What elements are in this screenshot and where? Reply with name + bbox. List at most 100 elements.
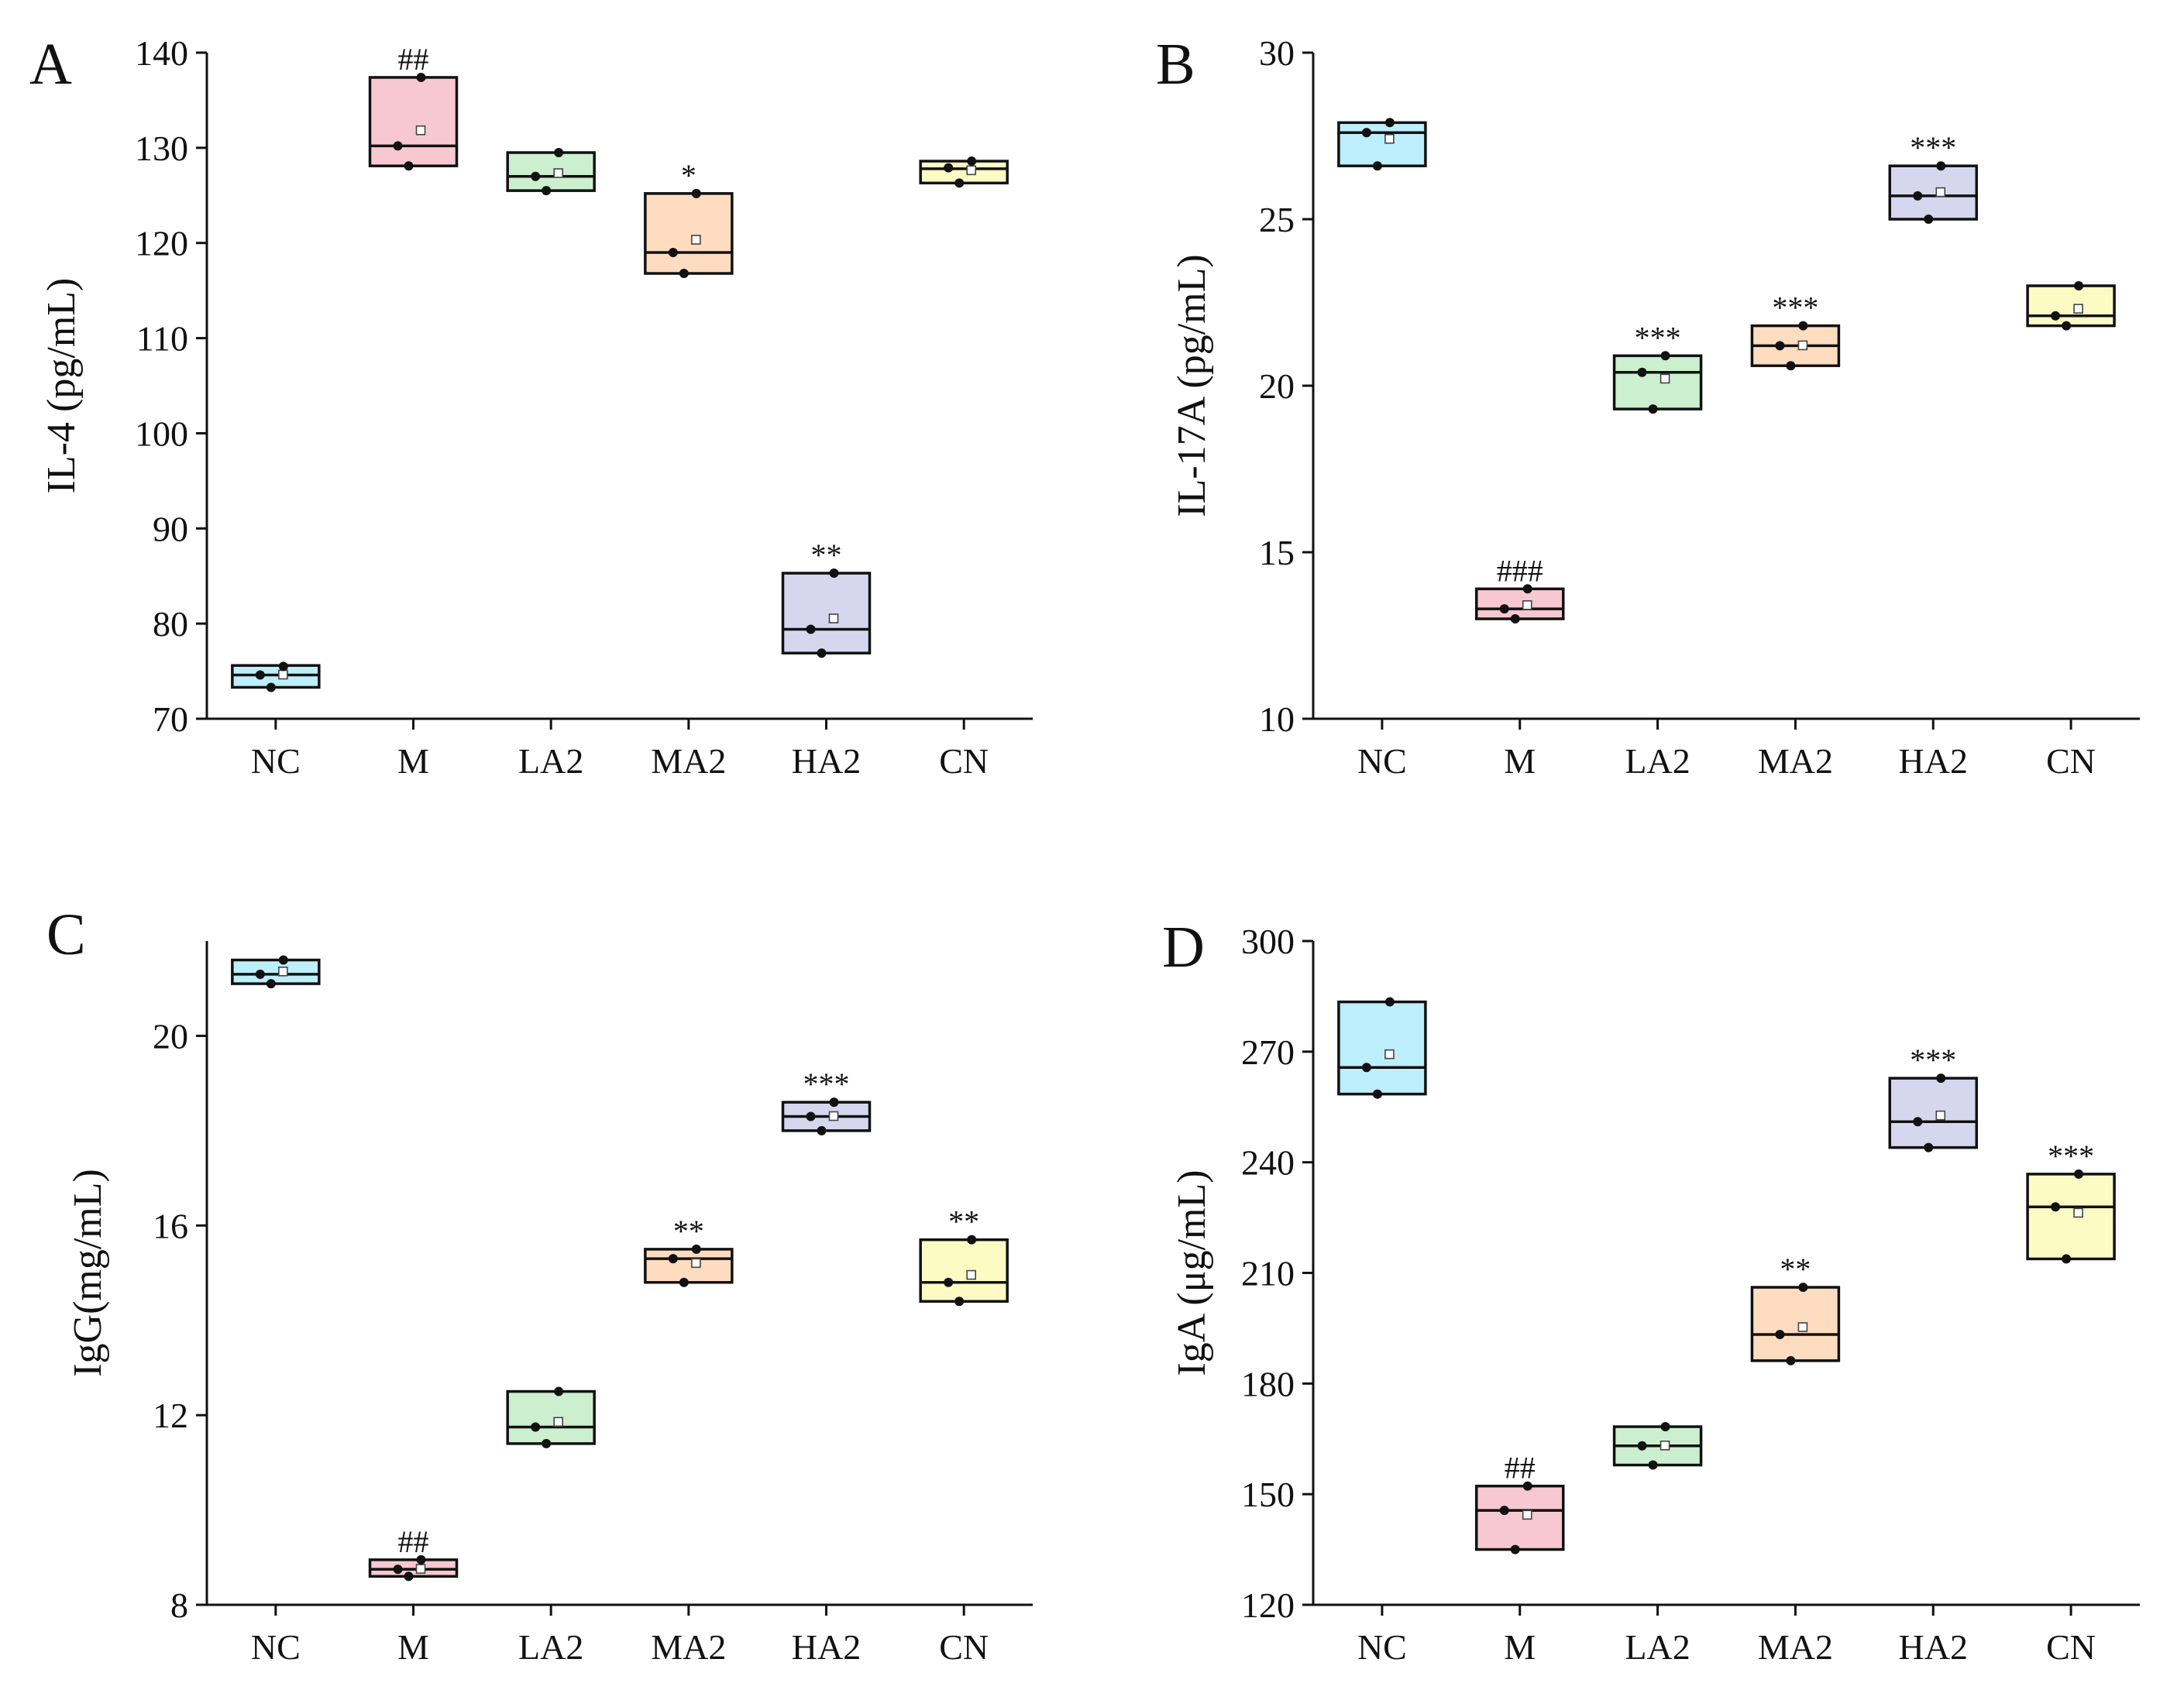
mean-marker	[691, 235, 701, 245]
data-point	[679, 1277, 689, 1287]
significance-label: ***	[1772, 290, 1818, 325]
data-point	[944, 163, 954, 173]
significance-label: ***	[803, 1067, 850, 1101]
x-tick-label: HA2	[792, 1627, 861, 1667]
y-tick-label: 80	[153, 604, 188, 644]
significance-label: **	[1780, 1252, 1811, 1286]
data-point	[2051, 1202, 2061, 1212]
significance-label: **	[811, 538, 842, 572]
mean-marker	[553, 168, 563, 178]
data-point	[1372, 1089, 1382, 1099]
data-point	[1936, 161, 1946, 171]
y-tick-label: 8	[170, 1585, 188, 1625]
data-point	[1648, 404, 1658, 414]
mean-marker	[1797, 340, 1808, 351]
data-point	[1798, 321, 1808, 331]
y-tick-label: 10	[1259, 699, 1295, 739]
panel-b-il17a: B 10 15 20 25 30 IL-17A (pg/mL) NC M LA2 MA2 HA2 CN…	[1156, 32, 2140, 781]
box-nc	[231, 958, 321, 985]
data-point	[1361, 1063, 1371, 1073]
y-tick-label: 90	[153, 509, 188, 548]
box-la2	[506, 151, 596, 192]
data-point	[1798, 1283, 1808, 1293]
box-nc	[1337, 121, 1427, 167]
x-tick-label: M	[1504, 741, 1536, 781]
x-tick-label: HA2	[792, 741, 861, 781]
box-m	[368, 76, 459, 167]
y-tick-label: 270	[1241, 1032, 1295, 1072]
data-point	[531, 1422, 541, 1432]
significance-label: ***	[1910, 130, 1956, 165]
data-point	[806, 1111, 816, 1122]
data-point	[416, 72, 426, 82]
y-tick-label: 15	[1259, 533, 1295, 572]
y-tick-label: 120	[1241, 1585, 1295, 1625]
data-point	[1384, 997, 1395, 1007]
significance-label: ##	[1505, 1451, 1536, 1486]
data-point	[1786, 1355, 1796, 1365]
data-point	[1936, 1073, 1946, 1084]
y-tick-label: 180	[1241, 1364, 1295, 1403]
y-tick-label: 70	[153, 699, 188, 739]
x-tick-label: HA2	[1899, 1627, 1968, 1667]
box-ma2	[1750, 1286, 1841, 1362]
x-tick-label: HA2	[1899, 741, 1968, 781]
x-tick-label: LA2	[1625, 1627, 1690, 1667]
y-tick-label: 300	[1241, 922, 1295, 961]
panel-letter: D	[1162, 915, 1205, 980]
data-point	[542, 1438, 552, 1448]
data-point	[1648, 1460, 1658, 1470]
mean-marker	[966, 1269, 976, 1280]
x-tick-label: NC	[251, 1627, 301, 1667]
x-tick-label: MA2	[1758, 741, 1833, 781]
significance-label: ##	[398, 42, 429, 77]
mean-marker	[966, 165, 976, 176]
box-la2	[1612, 354, 1703, 410]
mean-marker	[1935, 1110, 1946, 1121]
panel-letter: C	[46, 902, 86, 967]
y-tick-label: 20	[1259, 366, 1295, 406]
significance-label: ***	[1910, 1043, 1956, 1077]
significance-label: **	[673, 1214, 704, 1249]
x-tick-label: CN	[2046, 1627, 2096, 1667]
data-point	[1372, 161, 1382, 171]
x-tick-label: M	[397, 741, 429, 781]
x-tick-label: CN	[939, 1627, 989, 1667]
significance-label: ***	[2048, 1139, 2094, 1173]
data-point	[255, 969, 265, 979]
mean-marker	[828, 613, 839, 623]
y-axis-title: IgA (μg/mL)	[1170, 1170, 1214, 1376]
data-point	[1522, 584, 1532, 594]
panel-d-iga: D 120 150 180 210 240 270 300 IgA (μg/mL) NC M LA2…	[1162, 915, 2140, 1667]
data-point	[668, 248, 678, 257]
data-point	[1637, 1441, 1647, 1451]
box-cn	[919, 1238, 1009, 1303]
data-point	[691, 188, 701, 198]
data-point	[2062, 1254, 2072, 1264]
mean-marker	[1522, 1510, 1532, 1520]
data-point	[1924, 215, 1934, 224]
y-tick-label: 100	[135, 414, 188, 453]
y-axis-title: IL-17A (pg/mL)	[1170, 254, 1214, 517]
data-point	[967, 156, 977, 167]
x-tick-label: LA2	[1625, 741, 1690, 781]
mean-marker	[2073, 1207, 2083, 1218]
y-tick-label: 30	[1259, 33, 1295, 73]
y-tick-label: 20	[153, 1016, 188, 1056]
y-tick-label: 210	[1241, 1254, 1295, 1293]
data-point	[393, 1565, 403, 1575]
box-m	[1475, 587, 1565, 620]
data-point	[1660, 1422, 1670, 1432]
y-tick-label: 16	[153, 1206, 188, 1245]
data-point	[806, 624, 816, 634]
x-tick-label: CN	[939, 741, 989, 781]
y-tick-label: 240	[1241, 1143, 1295, 1183]
data-point	[2074, 1169, 2084, 1179]
data-point	[2062, 321, 2072, 331]
box-nc	[231, 664, 321, 689]
y-tick-label: 110	[136, 319, 188, 359]
data-point	[404, 1571, 414, 1582]
data-point	[266, 682, 276, 692]
x-tick-label: NC	[251, 741, 301, 781]
